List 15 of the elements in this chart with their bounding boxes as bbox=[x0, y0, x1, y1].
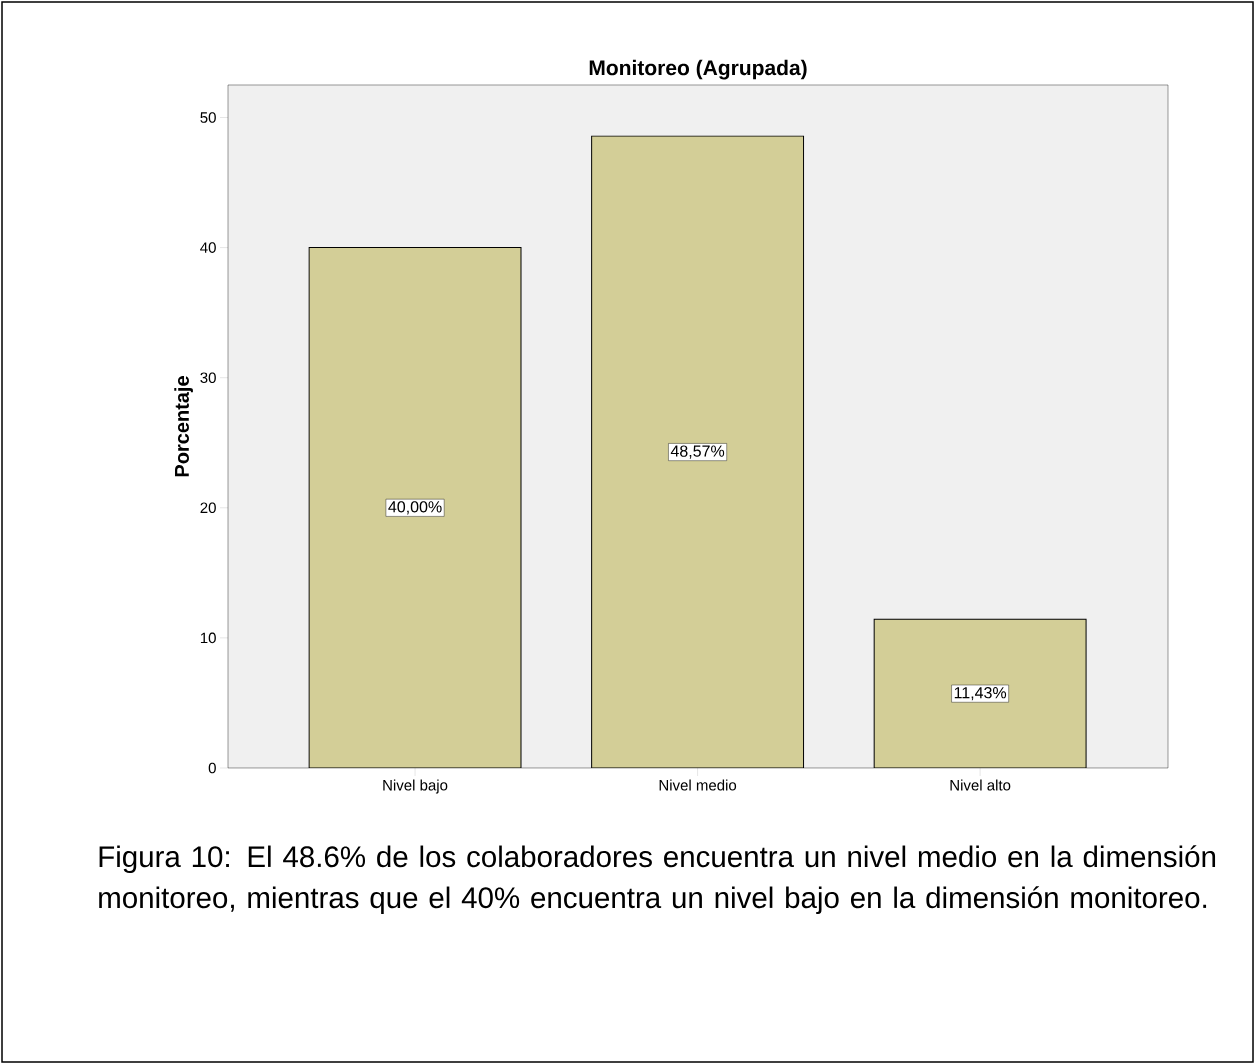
y-axis-title: Porcentaje bbox=[174, 376, 193, 477]
y-tick-label: 20 bbox=[200, 502, 216, 514]
y-tick-label: 40 bbox=[200, 242, 216, 253]
x-tick-label: Nivel alto bbox=[950, 779, 1011, 791]
text: Figura 10: El 48.6% de los colaboradores encuentra un nivel medio en la dimensión monitoreo, mientras que el 40% encuentra un nivel bajo en la dimensión monitoreo. bbox=[99, 845, 1216, 915]
chart-title: Monitoreo (Agrupada) bbox=[589, 59, 807, 80]
y-tick-label: 0 bbox=[208, 762, 216, 774]
data-label: 40,00% bbox=[388, 501, 442, 515]
data-label: 11,43% bbox=[954, 687, 1007, 701]
y-tick-label: 30 bbox=[200, 372, 216, 383]
x-tick-label: Nivel bajo bbox=[383, 779, 448, 794]
data-label: 48,57% bbox=[670, 445, 725, 459]
y-tick-label: 10 bbox=[200, 632, 216, 644]
y-tick-label: 50 bbox=[200, 112, 216, 123]
x-tick-label: Nivel medio bbox=[659, 779, 737, 791]
